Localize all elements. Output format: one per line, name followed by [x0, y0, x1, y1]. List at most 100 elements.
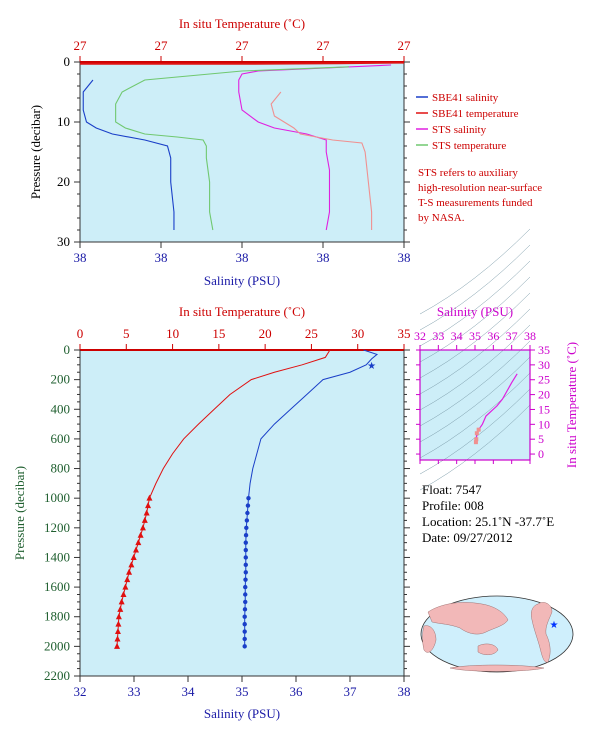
main-plot-area — [80, 350, 404, 676]
top-series-sbe41-salinity — [82, 79, 175, 230]
main-pressure-tick-label: 2000 — [44, 638, 70, 653]
main-chart-axes: 0 5 10 15 20 25 30 35 32 33 34 35 36 37 38 0 200 400 600 80… — [44, 326, 411, 699]
info-date: Date: 09/27/2012 — [422, 530, 513, 545]
main-temperature-marker — [118, 598, 125, 605]
main-temperature-marker — [115, 620, 122, 627]
ts-sal-tick-label: 38 — [524, 329, 536, 343]
main-salinity-marker — [243, 599, 248, 605]
legend-note-line-4: by NASA. — [418, 212, 465, 224]
ts-temp-tick-label: 30 — [538, 358, 550, 372]
ts-density-contour — [419, 324, 531, 411]
main-salinity-marker — [242, 629, 247, 634]
main-chart: In situ Temperature (˚C) Salinity (PSU) … — [12, 304, 411, 721]
world-map: ★ — [420, 595, 574, 673]
ts-temp-tick-label: 15 — [538, 402, 550, 416]
main-sal-tick-label: 33 — [128, 684, 141, 699]
top-sal-tick-label: 38 — [236, 250, 249, 265]
main-temperature-marker — [114, 628, 121, 635]
main-salinity-marker — [244, 518, 250, 523]
info-profile: Profile: 008 — [422, 498, 484, 513]
map-land-antarctica — [449, 664, 545, 672]
top-sal-tick-label: 38 — [74, 250, 87, 265]
main-sal-tick-label: 37 — [344, 684, 358, 699]
top-chart: In situ Temperature (˚C) Salinity (PSU) … — [28, 16, 411, 288]
map-land-eurasia — [427, 602, 509, 635]
main-salinity-marker — [246, 495, 251, 501]
top-temp-tick-label: 27 — [155, 38, 169, 53]
main-salinity-marker — [243, 562, 248, 568]
ts-density-contours — [419, 228, 531, 491]
main-temperature-marker — [114, 642, 121, 649]
main-pressure-tick-label: 400 — [51, 401, 71, 416]
top-pressure-tick-label: 0 — [64, 54, 71, 69]
main-pressure-tick-label: 800 — [51, 461, 71, 476]
main-salinity-marker — [243, 540, 248, 545]
main-temperature-marker — [141, 516, 148, 523]
ts-density-contour — [419, 356, 531, 443]
ts-sal-tick-label: 33 — [432, 329, 444, 343]
legend-note-line-1: STS refers to auxiliary — [418, 167, 518, 179]
info-location: Location: 25.1˚N -37.7˚E — [422, 514, 554, 529]
ts-sal-tick-label: 36 — [487, 329, 499, 343]
top-series-sbe41-temperature — [80, 61, 404, 65]
main-temperature-marker — [130, 553, 137, 560]
ts-density-contour — [419, 404, 531, 491]
ts-profile-marker — [473, 440, 478, 445]
main-temp-tick-label: 15 — [212, 326, 225, 341]
main-temperature-marker — [146, 494, 153, 501]
main-salinity-marker — [243, 584, 248, 590]
ts-sal-tick-label: 37 — [506, 329, 518, 343]
main-pressure-tick-label: 1000 — [44, 490, 70, 505]
ts-salinity-title: Salinity (PSU) — [437, 304, 513, 319]
main-sal-tick-label: 34 — [182, 684, 196, 699]
main-salinity-marker — [243, 570, 248, 575]
main-temperature-marker — [135, 539, 142, 546]
main-salinity-marker — [243, 547, 248, 553]
main-salinity-marker — [244, 525, 249, 531]
ts-temp-tick-label: 0 — [538, 447, 544, 461]
ts-temp-tick-label: 20 — [538, 388, 550, 402]
top-chart-salinity-title: Salinity (PSU) — [204, 273, 280, 288]
main-temperature-marker — [128, 561, 135, 568]
main-salinity-marker — [242, 621, 247, 627]
top-chart-temperature-title: In situ Temperature (˚C) — [179, 16, 305, 31]
main-chart-series: ★ — [114, 349, 379, 649]
main-temperature-marker — [117, 605, 124, 612]
main-temperature-marker — [133, 546, 140, 553]
top-chart-axes: 27 27 27 27 27 38 38 38 38 38 0 10 20 30 — [57, 38, 411, 265]
main-salinity-marker — [245, 503, 251, 508]
top-pressure-tick-label: 30 — [57, 234, 70, 249]
ts-profile-marker — [474, 437, 479, 442]
ts-profile-marker — [476, 427, 481, 432]
ts-temp-tick-label: 10 — [538, 417, 550, 431]
main-temperature-marker — [122, 583, 129, 590]
main-salinity-marker — [243, 555, 248, 560]
main-sal-tick-label: 36 — [290, 684, 304, 699]
main-temp-tick-label: 0 — [77, 326, 84, 341]
main-sal-tick-label: 38 — [398, 684, 411, 699]
top-sal-tick-label: 38 — [317, 250, 330, 265]
ts-sal-tick-label: 34 — [451, 329, 463, 343]
main-temp-tick-label: 25 — [305, 326, 318, 341]
legend-label-sts-salinity: STS salinity — [432, 124, 487, 136]
main-chart-pressure-label: Pressure (decibar) — [12, 466, 27, 560]
top-temp-tick-label: 27 — [236, 38, 250, 53]
main-salinity-marker — [243, 592, 248, 597]
legend-label-sbe41-salinity: SBE41 salinity — [432, 92, 499, 104]
map-float-location-marker: ★ — [550, 620, 559, 631]
main-temperature-marker — [124, 576, 131, 583]
ts-diagram: Salinity (PSU) In situ Temperature (˚C) … — [414, 228, 579, 491]
main-temp-tick-label: 5 — [123, 326, 130, 341]
ts-temp-tick-label: 35 — [538, 343, 550, 357]
main-sal-tick-label: 32 — [74, 684, 87, 699]
main-chart-temperature-title: In situ Temperature (˚C) — [179, 304, 305, 319]
top-pressure-tick-label: 10 — [57, 114, 70, 129]
ts-density-contour — [419, 372, 531, 459]
legend-label-sts-temperature: STS temperature — [432, 140, 506, 152]
main-salinity-marker — [242, 607, 248, 612]
main-pressure-tick-label: 1400 — [44, 549, 70, 564]
top-pressure-tick-label: 20 — [57, 174, 70, 189]
top-sal-tick-label: 38 — [155, 250, 168, 265]
